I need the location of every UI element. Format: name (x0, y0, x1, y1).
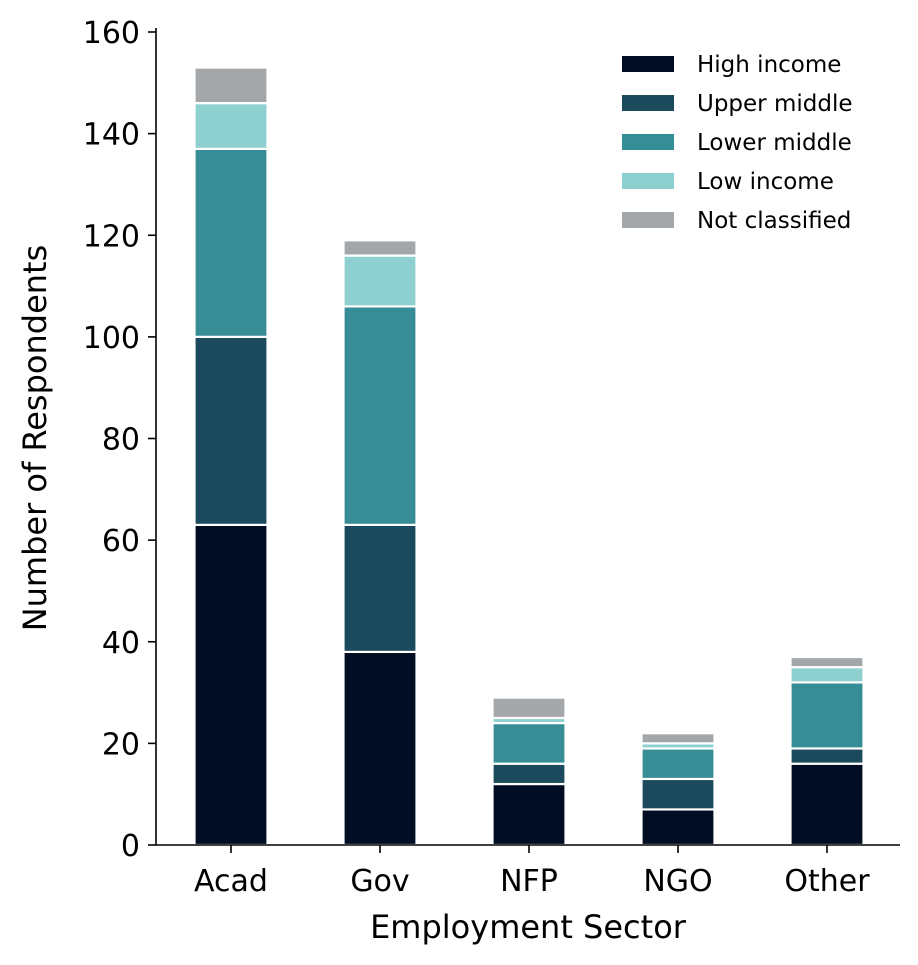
bar-other-series-3 (789, 666, 865, 684)
bar-nfp-series-4 (491, 696, 567, 720)
axes-layer: 0 20 40 60 80 100 120 140 160 Acad Gov NFP NGO Other (83, 16, 900, 899)
y-axis-title: Number of Respondents (16, 245, 54, 632)
legend-label: High income (697, 52, 841, 78)
y-tick-label: 160 (83, 16, 140, 51)
bar-ngo-series-1 (640, 777, 716, 811)
x-tick-label: NFP (500, 864, 558, 899)
legend-swatch (622, 56, 674, 72)
x-axis-title: Employment Sector (370, 908, 687, 946)
bar-nfp-series-2 (491, 721, 567, 765)
bar-acad-series-4 (193, 66, 269, 105)
x-tick-label: Other (784, 864, 870, 899)
y-tick-label: 80 (102, 423, 140, 458)
bar-other-series-4 (789, 655, 865, 669)
x-tick-label: Gov (350, 864, 409, 899)
y-tick-label: 0 (121, 829, 140, 864)
bar-gov-series-0 (342, 650, 418, 847)
y-tick-label: 120 (83, 219, 140, 254)
legend-label: Low income (697, 169, 834, 195)
x-tick-label: Acad (194, 864, 268, 899)
y-tick-label: 40 (102, 626, 140, 661)
legend-label: Upper middle (697, 91, 853, 117)
bar-acad-series-3 (193, 102, 269, 150)
legend-swatch (622, 134, 674, 150)
y-tick-label: 20 (102, 727, 140, 762)
bar-acad-series-0 (193, 523, 269, 847)
bar-ngo-series-4 (640, 732, 716, 745)
bar-gov-series-1 (342, 523, 418, 654)
x-tick-label: NGO (643, 864, 712, 899)
bar-gov-series-2 (342, 305, 418, 526)
bar-nfp-series-1 (491, 762, 567, 786)
bar-gov-series-3 (342, 254, 418, 308)
legend: High income Upper middle Lower middle Low i… (622, 52, 853, 234)
bar-acad-series-2 (193, 147, 269, 338)
y-tick-label: 100 (83, 321, 140, 356)
bar-ngo-series-0 (640, 808, 716, 847)
bar-other-series-2 (789, 681, 865, 750)
legend-swatch (622, 212, 674, 228)
legend-label: Lower middle (697, 130, 852, 156)
bar-acad-series-1 (193, 335, 269, 526)
legend-swatch (622, 95, 674, 111)
bars-layer (193, 66, 865, 847)
y-tick-label: 140 (83, 118, 140, 153)
bar-other-series-0 (789, 762, 865, 847)
bar-nfp-series-0 (491, 782, 567, 847)
legend-label: Not classified (697, 208, 851, 234)
legend-swatch (622, 173, 674, 189)
bar-gov-series-4 (342, 239, 418, 257)
bar-ngo-series-2 (640, 747, 716, 781)
y-tick-label: 60 (102, 524, 140, 559)
bar-other-series-1 (789, 747, 865, 765)
